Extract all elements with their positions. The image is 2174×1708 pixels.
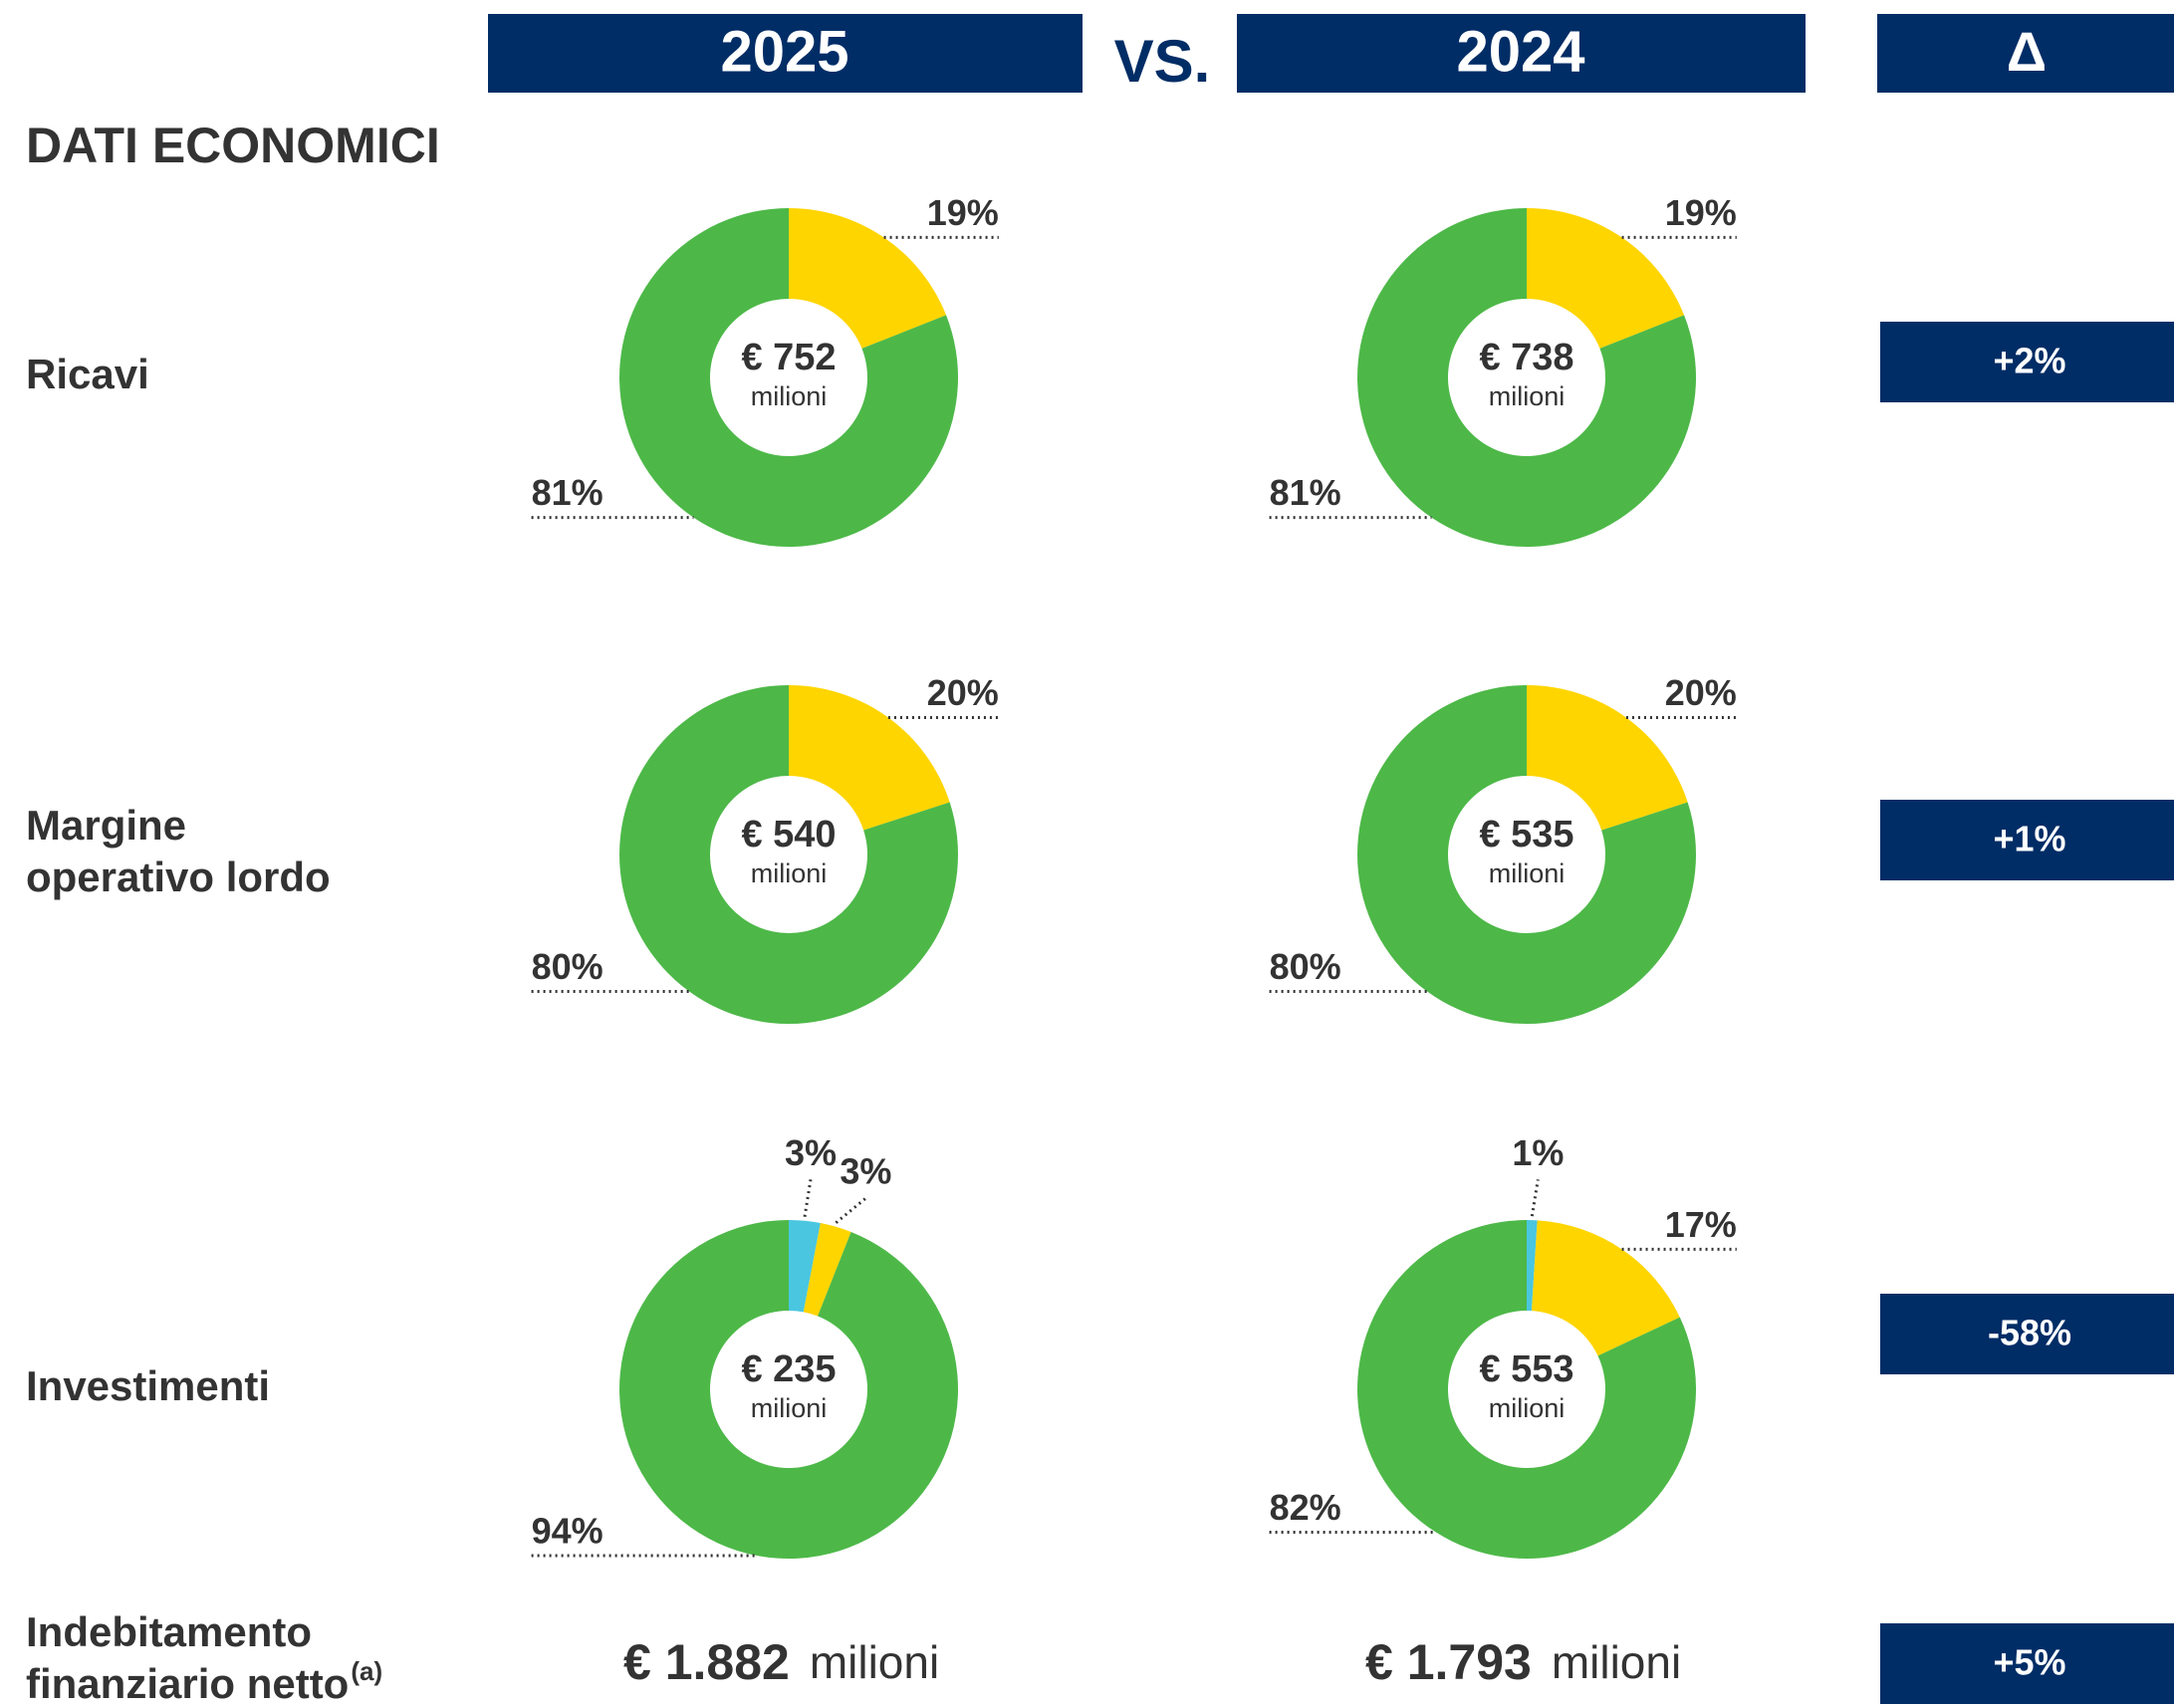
row-label: Investimenti xyxy=(26,1362,270,1409)
leader-line xyxy=(835,1196,867,1224)
donut-segment xyxy=(1357,208,1697,547)
delta-box xyxy=(1880,800,2174,880)
value-label: 80% xyxy=(1270,946,1341,987)
center-unit: milioni xyxy=(751,1393,828,1423)
delta-value: -58% xyxy=(1988,1313,2071,1353)
donut-segment xyxy=(619,685,958,1024)
donut-segment xyxy=(1527,685,1688,831)
delta-value: +1% xyxy=(1993,819,2065,859)
center-value: € 235 xyxy=(741,1348,836,1390)
net-debt-value: € 1.793 xyxy=(1365,1634,1532,1690)
donut-segment xyxy=(619,208,958,547)
row-label: Margine xyxy=(26,802,186,849)
donut-segment xyxy=(1531,1220,1680,1356)
donut-segment xyxy=(789,685,950,831)
center-value: € 752 xyxy=(741,337,836,378)
header-current: 2025 xyxy=(720,19,848,84)
donut-segment xyxy=(789,208,947,349)
donut-segment xyxy=(789,1220,821,1313)
center-unit: milioni xyxy=(751,381,828,411)
center-value: € 738 xyxy=(1479,337,1573,378)
value-label: 3% xyxy=(785,1132,837,1173)
center-unit: milioni xyxy=(751,858,828,888)
value-label: 20% xyxy=(1665,672,1737,713)
donut-segment xyxy=(1357,1220,1696,1559)
value-label: 17% xyxy=(1665,1204,1737,1245)
header-previous: 2024 xyxy=(1456,19,1584,84)
delta-box xyxy=(1880,1623,2174,1704)
center-unit: milioni xyxy=(1489,1393,1566,1423)
value-label: 82% xyxy=(1270,1487,1341,1528)
center-value: € 553 xyxy=(1479,1348,1573,1390)
header-vs: VS. xyxy=(1114,28,1211,95)
donut-segment xyxy=(803,1223,851,1317)
donut-segment xyxy=(1356,685,1696,1024)
header-delta: Δ xyxy=(2007,20,2047,83)
section-title: DATI ECONOMICI xyxy=(26,118,440,173)
net-debt-unit: milioni xyxy=(1552,1636,1681,1688)
value-label: 3% xyxy=(840,1151,891,1192)
donut-segment xyxy=(1527,1220,1538,1312)
value-label: 81% xyxy=(532,472,604,513)
net-debt-value: € 1.882 xyxy=(623,1634,790,1690)
value-label: 80% xyxy=(532,946,604,987)
center-unit: milioni xyxy=(1489,381,1566,411)
value-label: 19% xyxy=(927,192,999,233)
net-debt-unit: milioni xyxy=(810,1636,939,1688)
donut-segment xyxy=(619,1220,959,1560)
center-value: € 540 xyxy=(741,814,836,855)
value-label: 94% xyxy=(532,1511,604,1552)
value-label: 20% xyxy=(927,672,999,713)
donut-segment xyxy=(1527,208,1685,349)
delta-box xyxy=(1880,322,2174,402)
delta-value: +2% xyxy=(1993,341,2065,381)
value-label: 81% xyxy=(1270,472,1341,513)
leader-line xyxy=(1530,1179,1540,1217)
delta-value: +5% xyxy=(1993,1642,2065,1683)
delta-box xyxy=(1880,1294,2174,1374)
value-label: 1% xyxy=(1512,1132,1564,1173)
header-box xyxy=(1877,14,2174,93)
value-label: 19% xyxy=(1665,192,1737,233)
row-label: Indebitamento xyxy=(26,1608,312,1655)
center-value: € 535 xyxy=(1479,814,1573,855)
leader-line xyxy=(803,1179,813,1217)
row-note: (a) xyxy=(351,1656,382,1686)
row-label: finanziario netto xyxy=(26,1660,349,1707)
center-unit: milioni xyxy=(1489,858,1566,888)
row-label: Ricavi xyxy=(26,351,149,397)
header-box xyxy=(1237,14,1806,93)
header-box xyxy=(488,14,1083,93)
row-label: operativo lordo xyxy=(26,854,331,900)
